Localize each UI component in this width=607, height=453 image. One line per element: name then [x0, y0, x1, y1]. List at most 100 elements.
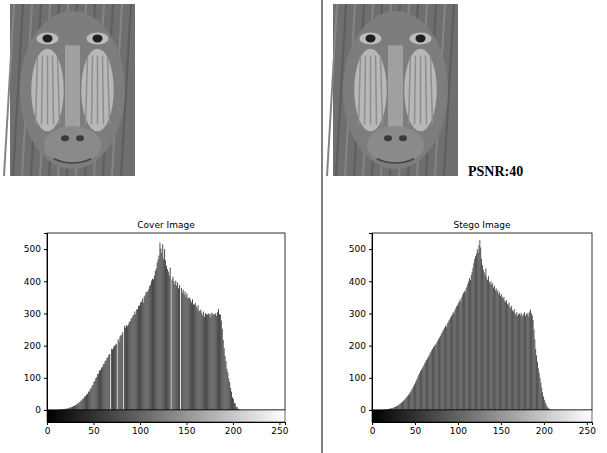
bar — [513, 309, 515, 410]
bar — [95, 378, 97, 410]
plot-background — [372, 233, 592, 410]
bar — [535, 349, 537, 410]
bar — [463, 291, 465, 410]
photo-nose-ridge — [388, 45, 403, 131]
bar — [518, 314, 520, 410]
photo-cheek-ridge — [36, 56, 38, 125]
bar — [141, 299, 143, 410]
bar — [74, 405, 76, 410]
bar — [106, 358, 108, 410]
bar — [501, 297, 503, 410]
bar — [117, 339, 119, 410]
photo-eye-rim — [87, 32, 109, 44]
y-tick-label: 100 — [24, 373, 41, 383]
bar — [179, 285, 181, 410]
y-tick: 100 — [349, 373, 372, 383]
divider — [322, 0, 323, 453]
x-tick-label: 200 — [536, 426, 553, 436]
photo-eye-rim — [410, 32, 432, 44]
bar — [221, 329, 223, 410]
bar — [527, 313, 529, 410]
photo-cheek-ridge — [370, 56, 372, 125]
bar — [504, 301, 506, 410]
bar — [187, 298, 189, 410]
bar — [205, 313, 207, 410]
bar — [73, 406, 75, 410]
bar — [108, 355, 110, 410]
bar — [211, 313, 213, 410]
bar — [234, 404, 236, 410]
x-tick-mark — [279, 422, 280, 425]
photo-nostril — [61, 135, 69, 141]
y-tick-label: 500 — [24, 244, 41, 254]
x-tick-label: 0 — [370, 426, 376, 436]
bar — [203, 312, 205, 410]
bar — [173, 281, 175, 410]
y-tick: 100 — [24, 373, 47, 383]
bar — [516, 312, 518, 410]
plot-frame — [372, 233, 592, 410]
bar — [128, 322, 130, 410]
photo-cheek-ridge — [47, 56, 49, 125]
x-tick-label: 0 — [45, 426, 51, 436]
x-tick: 50 — [410, 422, 422, 436]
bar — [78, 402, 80, 410]
bar — [188, 298, 190, 410]
bar — [219, 315, 221, 410]
photo-nostril — [384, 135, 392, 141]
bar — [126, 325, 128, 410]
y-tick: 300 — [349, 309, 372, 319]
photo-eye — [43, 34, 53, 42]
bar — [102, 364, 104, 410]
x-tick-label: 100 — [132, 426, 149, 436]
x-tick-mark — [587, 422, 588, 425]
y-tick-mark — [369, 378, 372, 379]
x-axis: 050100150200250 — [370, 422, 597, 436]
bar — [207, 313, 209, 410]
x-tick-label: 250 — [579, 426, 596, 436]
bar — [136, 310, 138, 410]
bar — [532, 320, 534, 410]
bar — [109, 354, 111, 410]
photo-background — [10, 4, 135, 176]
bar — [164, 249, 166, 410]
bar — [538, 373, 540, 410]
x-tick: 50 — [88, 422, 100, 436]
bar — [399, 404, 401, 410]
bar — [536, 355, 538, 410]
chart-title: Stego Image — [453, 220, 511, 230]
y-axis-line — [44, 234, 48, 411]
bar — [175, 281, 177, 410]
bar — [132, 315, 134, 410]
y-tick-label: 400 — [349, 277, 366, 287]
x-tick-mark — [415, 422, 416, 425]
bar — [139, 303, 141, 410]
y-tick-mark — [44, 313, 47, 314]
bar — [182, 290, 184, 410]
x-tick: 250 — [271, 422, 288, 436]
bar — [546, 406, 548, 410]
y-tick-label: 400 — [24, 277, 41, 287]
x-tick-mark — [186, 422, 187, 425]
bar — [396, 406, 398, 410]
bar — [543, 400, 545, 410]
bar — [166, 269, 168, 410]
bar — [537, 362, 539, 410]
bar — [86, 395, 88, 410]
bar — [198, 311, 200, 410]
photo-eye — [366, 34, 376, 42]
bar — [534, 339, 536, 410]
y-tick-label: 0 — [360, 405, 366, 415]
gray-bar — [372, 410, 592, 422]
bar — [91, 386, 93, 410]
photo-nose-ridge — [65, 45, 80, 131]
x-tick-label: 250 — [271, 426, 288, 436]
bar — [169, 268, 171, 410]
y-tick-mark — [369, 313, 372, 314]
annotation: PSNR:40 — [468, 164, 523, 179]
bar — [231, 392, 233, 410]
bar — [225, 361, 227, 410]
x-tick: 150 — [493, 422, 510, 436]
photo-cheek-ridge — [108, 56, 110, 125]
y-tick-mark — [369, 410, 372, 411]
